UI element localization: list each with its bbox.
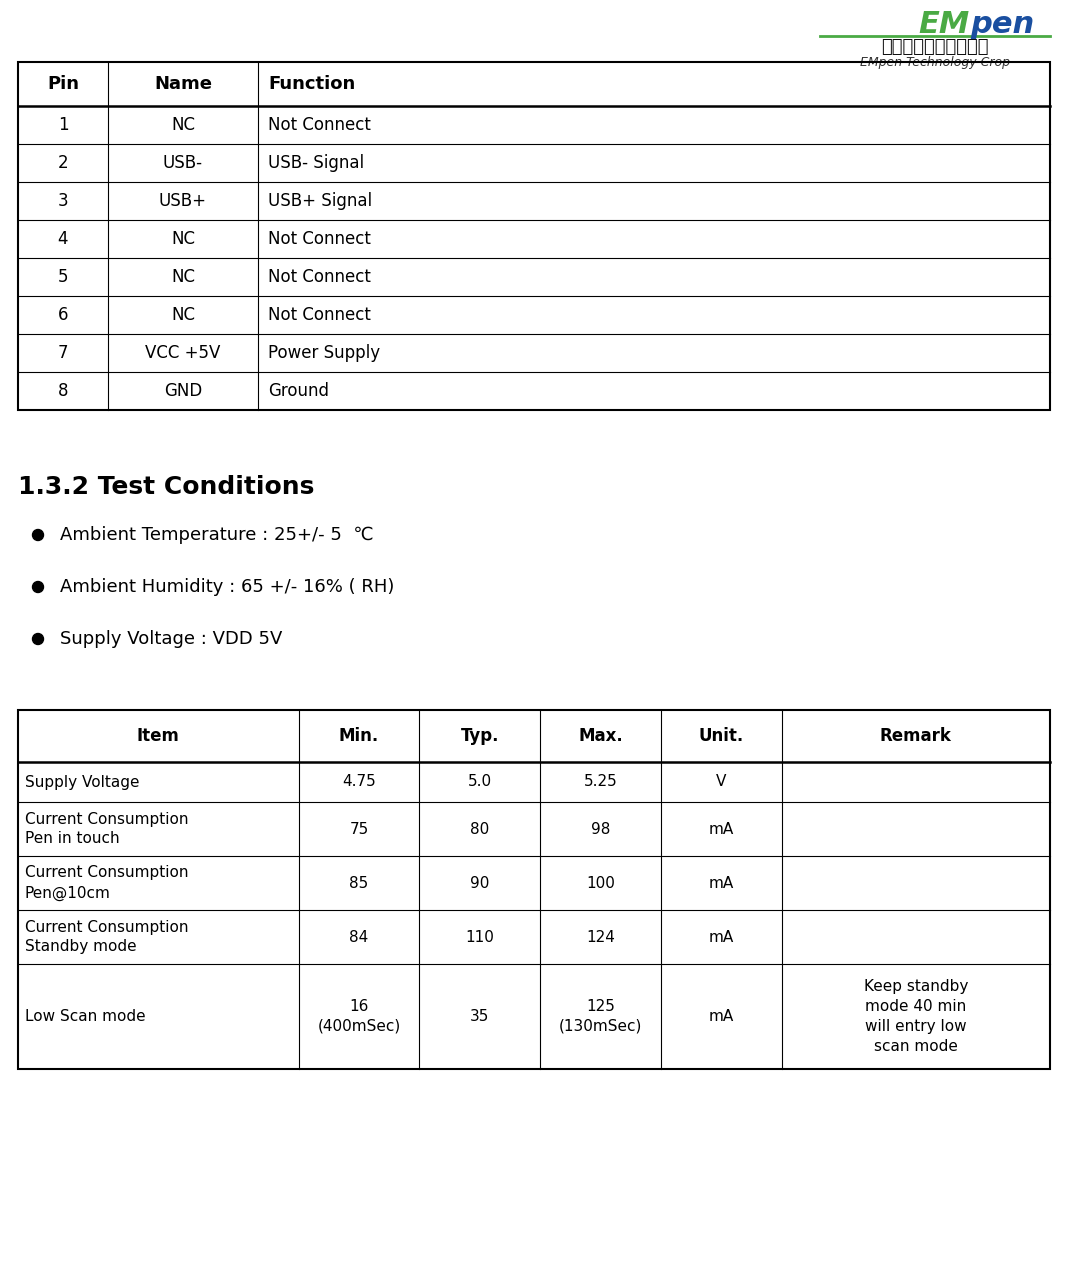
Text: 100: 100 [586, 875, 615, 891]
Text: 1.3.2 Test Conditions: 1.3.2 Test Conditions [18, 475, 315, 499]
Text: VCC +5V: VCC +5V [145, 345, 221, 362]
Text: mA: mA [708, 929, 734, 944]
Text: Current Consumption
Standby mode: Current Consumption Standby mode [25, 920, 189, 954]
Text: 6: 6 [58, 306, 68, 324]
Text: Item: Item [137, 727, 179, 745]
Text: Not Connect: Not Connect [268, 230, 371, 248]
Text: 8: 8 [58, 382, 68, 399]
Text: V: V [716, 775, 727, 790]
Text: 84: 84 [350, 929, 369, 944]
Text: NC: NC [171, 116, 195, 134]
Text: 5.0: 5.0 [467, 775, 492, 790]
Text: 4.75: 4.75 [343, 775, 376, 790]
Text: 3: 3 [58, 191, 68, 211]
Text: 2: 2 [58, 154, 68, 172]
Text: 5.25: 5.25 [584, 775, 618, 790]
Text: Supply Voltage : VDD 5V: Supply Voltage : VDD 5V [60, 630, 283, 648]
Circle shape [32, 582, 44, 592]
Text: Keep standby
mode 40 min
will entry low
scan mode: Keep standby mode 40 min will entry low … [863, 979, 968, 1054]
Text: 75: 75 [350, 822, 369, 837]
Text: Ground: Ground [268, 382, 329, 399]
Text: EM: EM [919, 10, 970, 40]
Text: mA: mA [708, 822, 734, 837]
Text: Max.: Max. [578, 727, 623, 745]
Text: Current Consumption
Pen@10cm: Current Consumption Pen@10cm [25, 865, 189, 901]
Text: 博程科技股份有限公司: 博程科技股份有限公司 [881, 38, 989, 56]
Text: 98: 98 [591, 822, 610, 837]
Bar [18, 63, 1050, 410]
Text: NC: NC [171, 306, 195, 324]
Text: NC: NC [171, 268, 195, 286]
Text: Ambient Humidity : 65 +/- 16% ( RH): Ambient Humidity : 65 +/- 16% ( RH) [60, 578, 395, 596]
Text: Not Connect: Not Connect [268, 268, 371, 286]
Text: USB-: USB- [163, 154, 203, 172]
Text: Function: Function [268, 75, 355, 93]
Text: Power Supply: Power Supply [268, 345, 380, 362]
Text: 90: 90 [471, 875, 490, 891]
Text: USB+ Signal: USB+ Signal [268, 191, 372, 211]
Text: mA: mA [708, 1009, 734, 1025]
Text: EMpen Technology Crop: EMpen Technology Crop [860, 56, 1010, 69]
Text: Remark: Remark [880, 727, 952, 745]
Text: Name: Name [154, 75, 212, 93]
Text: 7: 7 [58, 345, 68, 362]
Text: USB- Signal: USB- Signal [268, 154, 364, 172]
Text: 16
(400mSec): 16 (400mSec) [318, 999, 401, 1034]
Text: Low Scan mode: Low Scan mode [25, 1009, 145, 1025]
Text: 5: 5 [58, 268, 68, 286]
Text: Current Consumption
Pen in touch: Current Consumption Pen in touch [25, 812, 189, 846]
Bar [18, 709, 1050, 1069]
Text: Pin: Pin [47, 75, 79, 93]
Text: Unit.: Unit. [699, 727, 744, 745]
Text: 35: 35 [471, 1009, 490, 1025]
Text: Typ.: Typ. [461, 727, 499, 745]
Text: 1: 1 [58, 116, 68, 134]
Text: Min.: Min. [339, 727, 379, 745]
Text: 80: 80 [471, 822, 490, 837]
Text: Supply Voltage: Supply Voltage [25, 775, 140, 790]
Text: Ambient Temperature : 25+/- 5  ℃: Ambient Temperature : 25+/- 5 ℃ [60, 526, 373, 544]
Text: 110: 110 [465, 929, 494, 944]
Text: GND: GND [164, 382, 202, 399]
Circle shape [32, 530, 44, 541]
Text: 124: 124 [586, 929, 615, 944]
Text: Not Connect: Not Connect [268, 116, 371, 134]
Text: Not Connect: Not Connect [268, 306, 371, 324]
Text: mA: mA [708, 875, 734, 891]
Circle shape [32, 633, 44, 644]
Text: 4: 4 [58, 230, 68, 248]
Text: NC: NC [171, 230, 195, 248]
Text: pen: pen [970, 10, 1034, 40]
Text: 125
(130mSec): 125 (130mSec) [559, 999, 642, 1034]
Text: 85: 85 [350, 875, 369, 891]
Text: USB+: USB+ [159, 191, 207, 211]
